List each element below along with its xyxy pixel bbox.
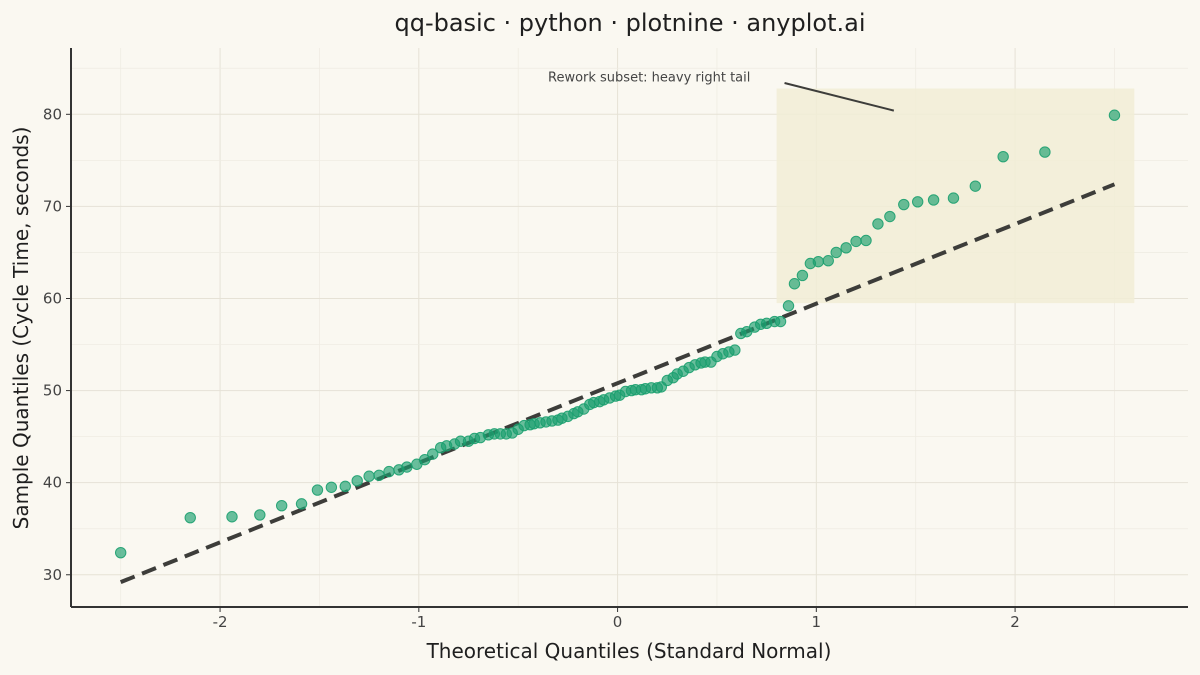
y-ticks: 30 40 50 60 70 80 [43, 105, 71, 584]
data-point [351, 475, 363, 487]
data-point [311, 484, 324, 496]
data-point [830, 246, 842, 259]
x-tick-label: -1 [411, 613, 426, 631]
x-tick-label: -2 [213, 613, 228, 631]
x-tick-label: 2 [1010, 613, 1020, 631]
x-tick-label: 0 [613, 613, 623, 631]
data-point [822, 255, 834, 267]
annotation-arrow [784, 82, 895, 112]
data-point [401, 461, 413, 473]
data-point [373, 469, 385, 482]
data-point [339, 480, 351, 493]
data-point [325, 481, 338, 493]
data-point [872, 218, 884, 230]
y-axis-label: Sample Quantiles (Cycle Time, seconds) [9, 127, 33, 530]
data-point [927, 194, 940, 206]
data-points [114, 109, 1121, 559]
data-point [850, 235, 862, 248]
data-point [114, 546, 127, 559]
data-point [812, 255, 825, 268]
data-point [729, 344, 741, 356]
axes [70, 48, 1188, 608]
data-point [774, 315, 787, 328]
y-tick-label: 50 [43, 382, 62, 400]
y-tick-label: 30 [43, 566, 62, 584]
annotation-text: Rework subset: heavy right tail [548, 70, 750, 85]
data-point [419, 453, 431, 466]
data-point [782, 300, 795, 312]
reference-line [119, 182, 1116, 584]
y-tick-label: 70 [43, 197, 62, 215]
data-point [788, 278, 801, 290]
data-point [1039, 146, 1051, 158]
data-point [969, 180, 982, 192]
data-point [840, 242, 852, 254]
data-point [295, 498, 308, 510]
data-point [911, 196, 924, 208]
data-point [947, 192, 960, 204]
data-point [796, 269, 809, 282]
x-axis-label: Theoretical Quantiles (Standard Normal) [426, 639, 832, 663]
data-point [898, 198, 910, 211]
y-tick-label: 60 [43, 289, 62, 307]
data-point [884, 210, 896, 223]
data-point [860, 234, 872, 247]
data-point [383, 465, 395, 478]
data-point [254, 509, 266, 521]
x-ticks: -2 -1 0 1 2 [213, 607, 1020, 631]
data-point [427, 448, 439, 460]
data-point [275, 499, 288, 512]
data-point [226, 511, 238, 523]
data-point [184, 511, 196, 524]
chart-title: qq-basic · python · plotnine · anyplot.a… [394, 9, 865, 37]
y-tick-label: 40 [43, 474, 62, 492]
data-point [997, 150, 1009, 163]
y-tick-label: 80 [43, 105, 62, 123]
x-tick-label: 1 [812, 613, 822, 631]
data-point [363, 470, 375, 482]
data-point [1108, 109, 1121, 121]
